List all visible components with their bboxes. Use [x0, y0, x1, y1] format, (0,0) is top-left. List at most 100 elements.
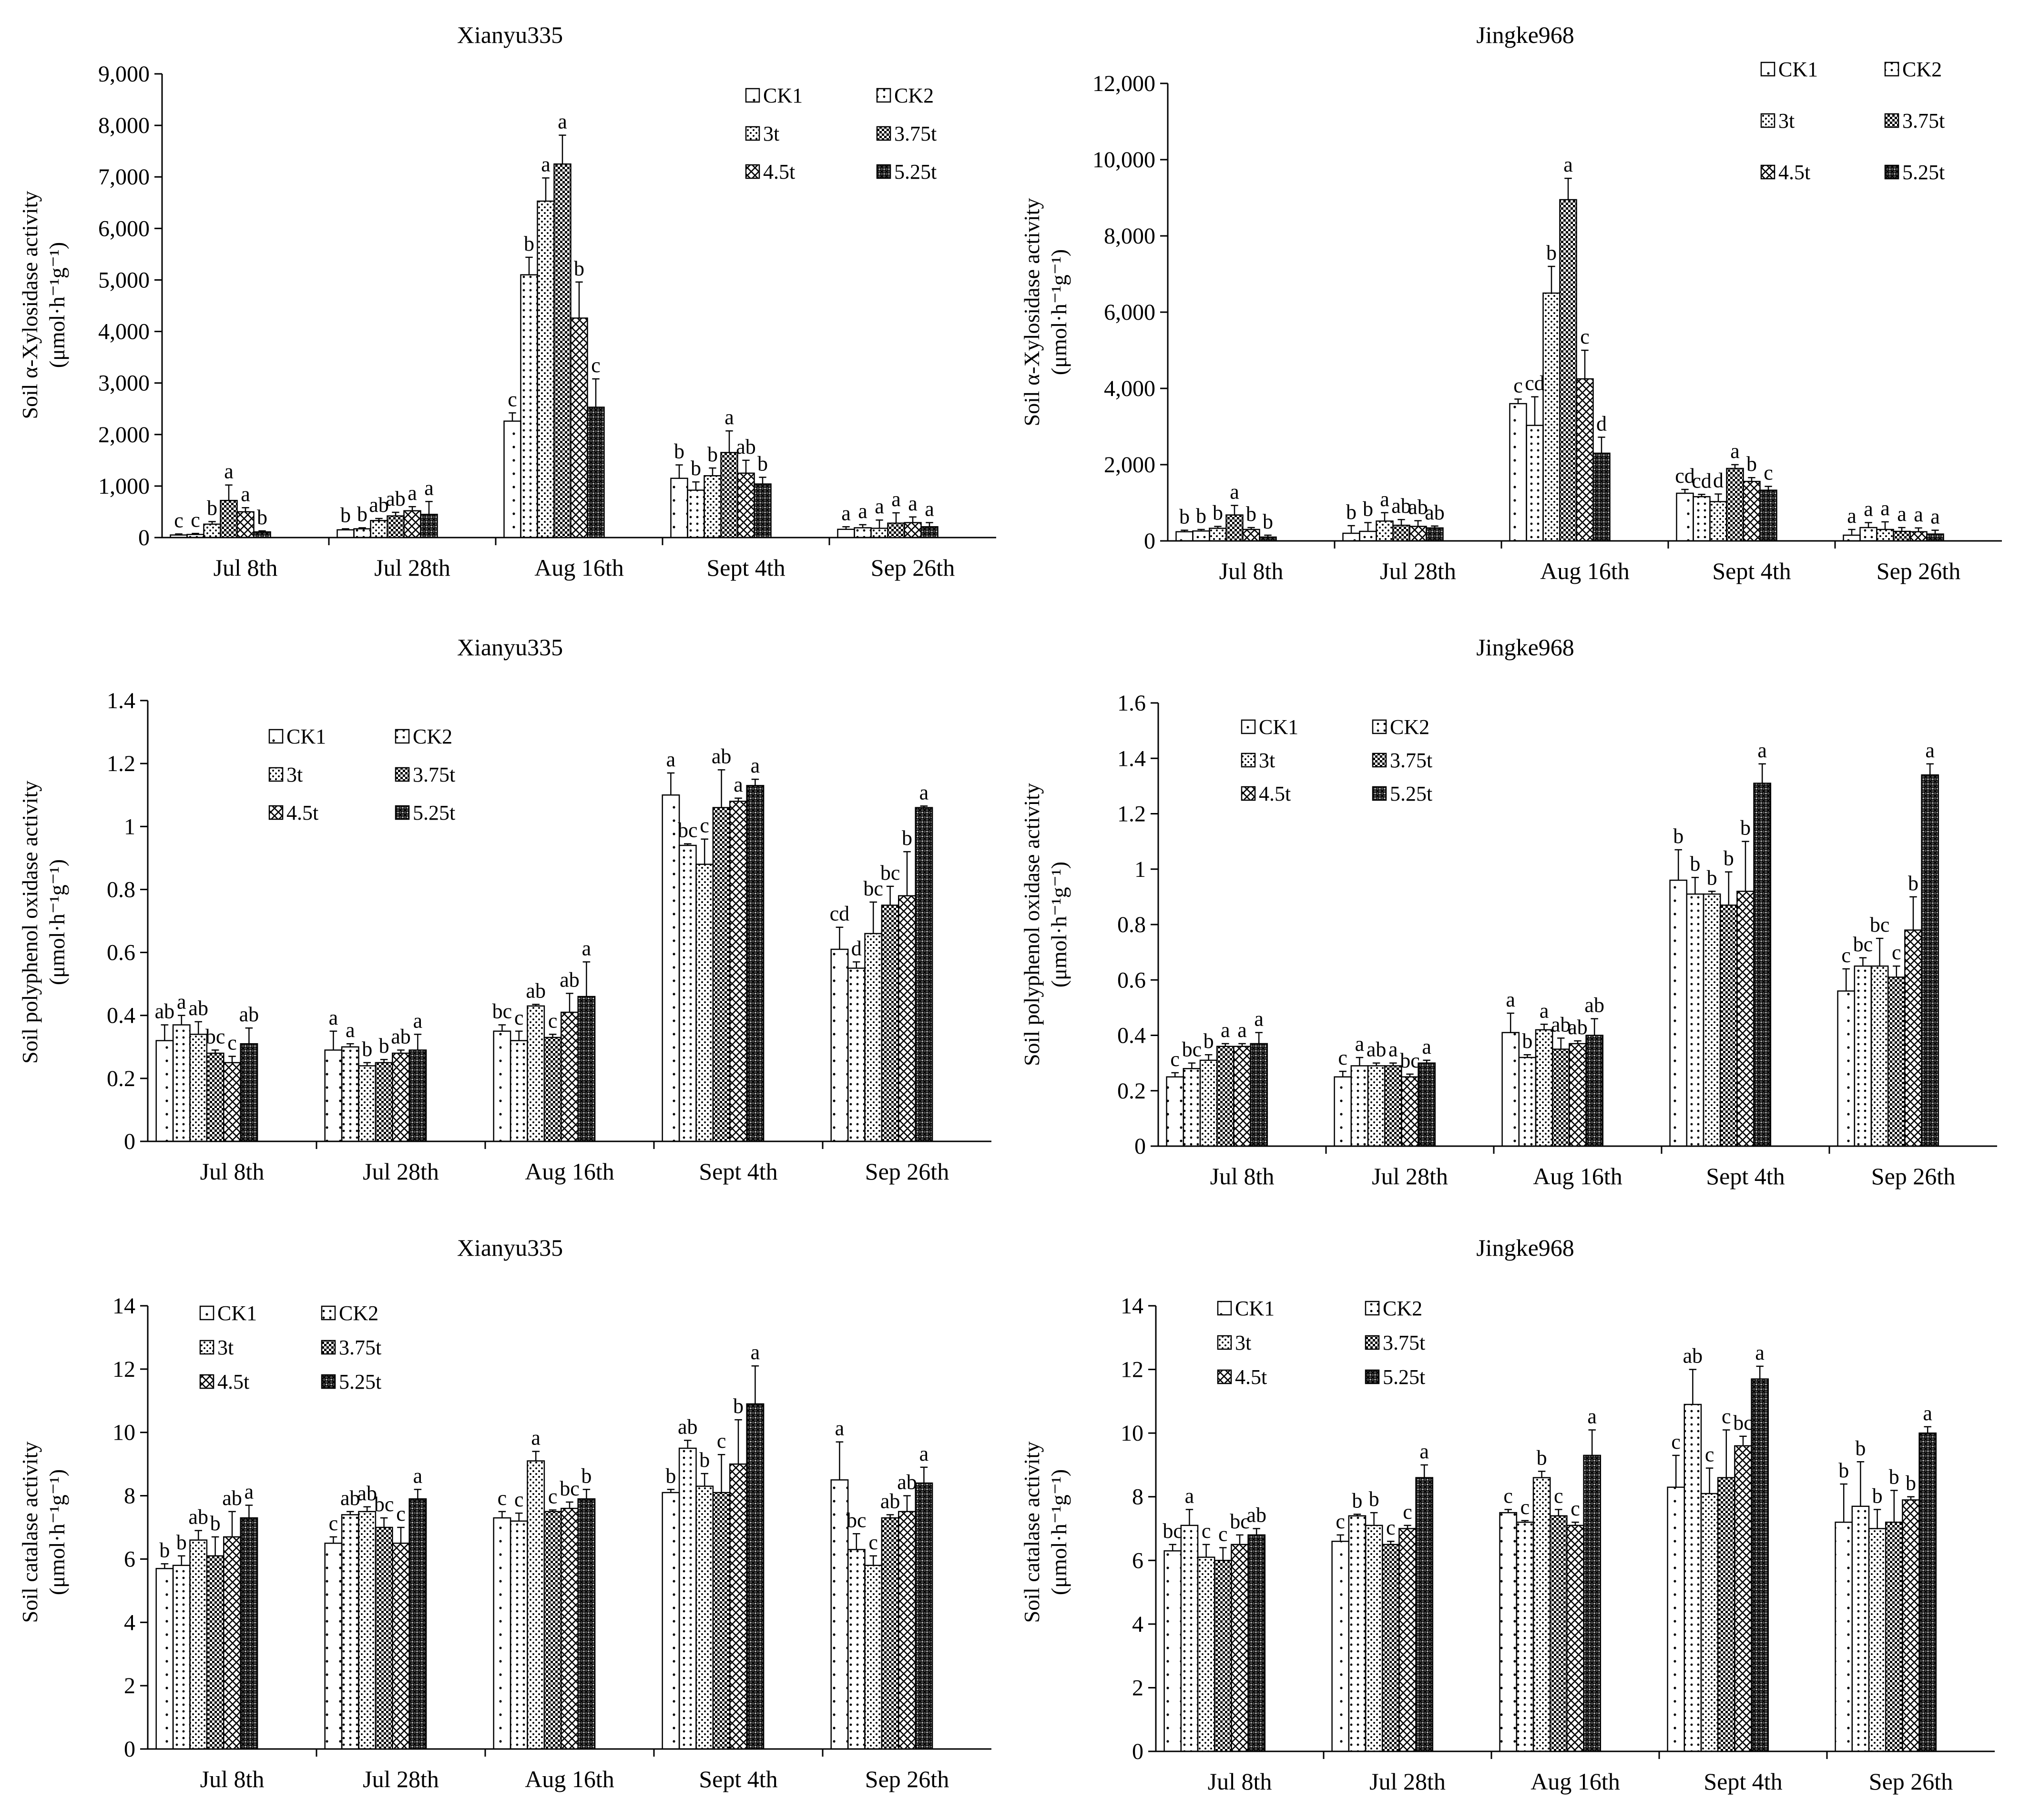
significance-letter: a: [751, 754, 760, 777]
legend-label: 5.25t: [1383, 1365, 1425, 1389]
bar: [1753, 783, 1772, 1147]
y-tick-label: 6: [1132, 1548, 1143, 1573]
significance-letter: c: [1218, 1523, 1228, 1546]
significance-letter: b: [1196, 504, 1206, 528]
significance-letter: c: [1503, 1484, 1513, 1507]
significance-letter: a: [1730, 439, 1740, 463]
bar: [1180, 1525, 1199, 1752]
bar: [1348, 1515, 1367, 1752]
bar: [1242, 529, 1260, 542]
bar: [1667, 1486, 1685, 1752]
bar: [830, 948, 849, 1142]
bar: [712, 807, 731, 1142]
y-tick-label: 9,000: [98, 61, 150, 87]
bar: [1499, 1512, 1518, 1752]
y-tick-label: 0.8: [107, 877, 135, 902]
y-tick-label: 0.4: [1117, 1023, 1146, 1048]
x-category-label: Aug 16th: [525, 1158, 614, 1185]
significance-letter: b: [1546, 241, 1557, 264]
legend-swatch: [876, 126, 891, 141]
bar: [206, 1555, 224, 1750]
significance-letter: b: [1179, 505, 1190, 529]
bar: [1926, 533, 1944, 542]
significance-letter: c: [1671, 1430, 1681, 1454]
significance-letter: a: [734, 773, 743, 796]
significance-letter: b: [1908, 872, 1918, 895]
significance-letter: a: [1388, 1038, 1398, 1061]
legend-label: 3.75t: [413, 763, 455, 786]
legend-swatch: [1884, 113, 1899, 128]
legend-swatch: [745, 126, 760, 141]
significance-letter: a: [413, 1009, 423, 1032]
significance-letter: b: [1263, 510, 1273, 533]
bar: [1398, 1528, 1417, 1752]
bar: [1518, 1057, 1537, 1147]
chart-title: Jingke968: [1476, 1234, 1574, 1261]
bar: [570, 317, 588, 539]
x-category-label: Jul 28th: [1369, 1768, 1446, 1795]
significance-letter: ab: [222, 1486, 242, 1510]
significance-letter: bc: [1163, 1519, 1183, 1543]
bar: [1909, 531, 1928, 542]
bar: [847, 1549, 866, 1750]
y-tick-label: 2,000: [1104, 452, 1155, 478]
significance-letter: ab: [678, 1415, 698, 1438]
significance-letter: cd: [1525, 372, 1545, 395]
significance-letter: d: [851, 936, 862, 960]
legend-swatch: [268, 767, 284, 782]
bar: [240, 1517, 258, 1750]
bar: [527, 1460, 545, 1750]
bar: [1365, 1525, 1383, 1752]
significance-letter: bc: [374, 1493, 394, 1516]
significance-letter: a: [1185, 1484, 1194, 1507]
y-tick-label: 1: [1134, 857, 1146, 882]
bar: [1921, 774, 1939, 1147]
significance-letter: b: [574, 257, 584, 280]
legend-label: CK2: [1902, 58, 1942, 81]
legend-swatch: [321, 1374, 336, 1389]
legend-swatch: [876, 164, 891, 179]
significance-letter: ab: [1246, 1504, 1266, 1527]
significance-letter: ab: [712, 744, 732, 768]
x-category-label: Sep 26th: [1869, 1768, 1953, 1795]
significance-letter: b: [1204, 1029, 1214, 1053]
significance-letter: a: [875, 495, 884, 518]
y-tick-label: 2: [124, 1673, 135, 1698]
significance-letter: a: [1897, 502, 1907, 526]
bar: [915, 1482, 933, 1750]
significance-letter: a: [558, 110, 567, 133]
bar: [1392, 524, 1410, 542]
bar: [898, 895, 916, 1142]
legend-swatch: [395, 805, 410, 820]
significance-letter: a: [666, 748, 676, 771]
bar: [206, 1052, 224, 1142]
y-tick-label: 1,000: [98, 474, 150, 499]
legend-label: 3.75t: [1390, 749, 1432, 772]
chart-title: Xianyu335: [457, 1234, 563, 1261]
bar: [1509, 403, 1527, 542]
bar: [1835, 1521, 1853, 1752]
bar: [1418, 1062, 1436, 1147]
significance-letter: a: [329, 1006, 338, 1029]
bar: [1592, 452, 1611, 542]
y-tick-label: 1.4: [107, 688, 135, 713]
bar: [220, 499, 238, 539]
significance-letter: ab: [1584, 994, 1604, 1017]
legend-label: 4.5t: [763, 160, 795, 183]
bar: [1376, 520, 1394, 542]
significance-letter: bc: [560, 1477, 580, 1500]
significance-letter: cd: [1692, 469, 1712, 492]
bar: [1334, 1076, 1352, 1147]
x-category-label: Jul 28th: [1372, 1163, 1448, 1190]
legend-swatch: [321, 1340, 336, 1355]
significance-letter: a: [1254, 1007, 1264, 1031]
significance-letter: a: [1540, 999, 1549, 1022]
significance-letter: a: [835, 1417, 845, 1440]
bar: [324, 1049, 343, 1142]
bar: [729, 1463, 747, 1750]
legend-label: CK2: [1383, 1297, 1422, 1320]
y-tick-label: 8: [124, 1484, 135, 1509]
significance-letter: b: [1537, 1446, 1547, 1469]
chart-xylosidase-xianyu335: Xianyu335 Soil α-Xylosidase activity (μm…: [18, 21, 996, 581]
y-tick-label: 0.6: [1117, 967, 1146, 993]
